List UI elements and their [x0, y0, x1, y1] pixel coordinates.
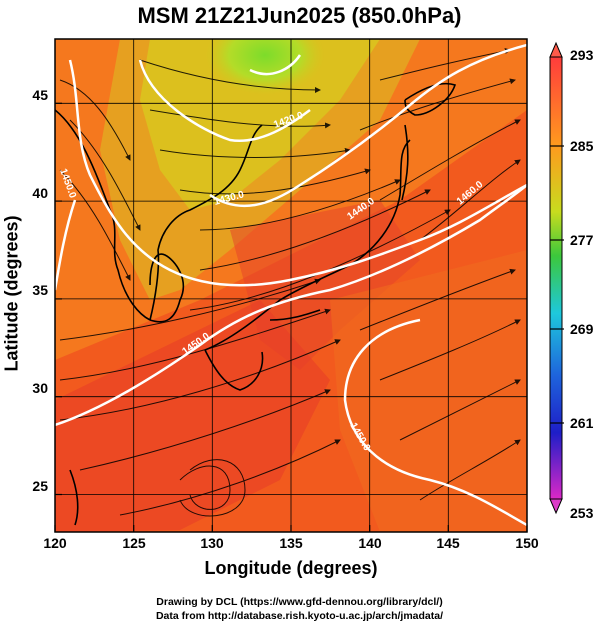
colorbar-tick-label: 285	[570, 138, 594, 154]
y-tick-label: 25	[32, 478, 48, 494]
colorbar-tick-label: 253	[570, 505, 594, 521]
axis-ticks	[54, 102, 528, 532]
x-tick-label: 130	[200, 535, 224, 551]
gridlines	[55, 39, 527, 532]
x-tick-label: 125	[122, 535, 146, 551]
credit-line-2: Data from http://database.rish.kyoto-u.a…	[155, 610, 444, 622]
colorbar-tick-label: 277	[570, 232, 594, 248]
colorbar-tick-label: 261	[570, 415, 594, 431]
colorbar-tick-label: 293	[570, 47, 594, 63]
x-tick-label: 145	[436, 535, 460, 551]
x-tick-label: 150	[515, 535, 539, 551]
x-tick-label: 135	[279, 535, 303, 551]
x-axis-title: Longitude (degrees)	[204, 558, 378, 578]
y-tick-label: 40	[32, 185, 48, 201]
y-tick-label: 45	[32, 87, 48, 103]
wind-streamlines	[59, 48, 521, 517]
colorbar-tick-label: 269	[570, 321, 594, 337]
y-tick-label: 30	[32, 380, 48, 396]
map-title: MSM 21Z21Jun2025 (850.0hPa)	[137, 3, 462, 28]
x-tick-label: 140	[358, 535, 382, 551]
credit-line-1: Drawing by DCL (https://www.gfd-dennou.o…	[156, 596, 443, 608]
colorbar	[549, 41, 564, 515]
y-tick-label: 35	[32, 282, 48, 298]
height-contours	[55, 43, 527, 527]
x-tick-label: 120	[43, 535, 67, 551]
y-axis-title: Latitude (degrees)	[1, 215, 22, 372]
